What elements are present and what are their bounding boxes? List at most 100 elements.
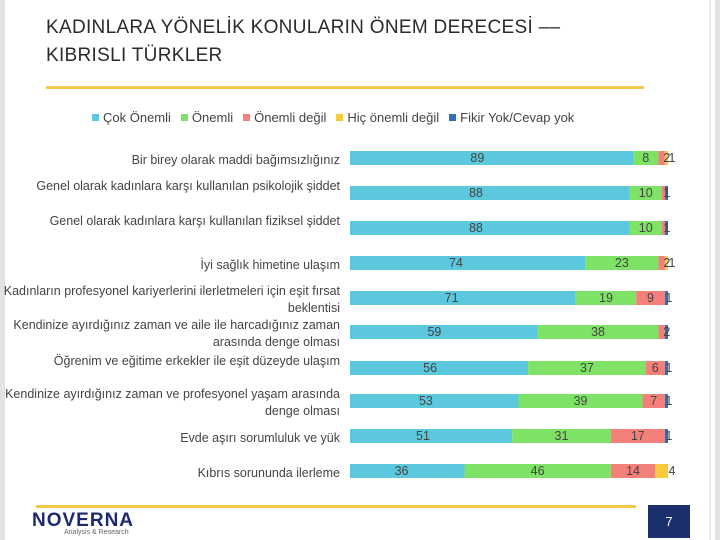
data-label-kariyer-esit-firsat-series-0: 71 — [444, 291, 459, 305]
legend-label: Çok Önemli — [103, 110, 171, 125]
bar-aile-zaman-denge-series-0 — [350, 325, 538, 339]
bar-psikolojik-siddet-series-0 — [350, 186, 630, 200]
data-label-psikolojik-siddet-series-1: 10 — [638, 186, 653, 200]
slide-title-line1: KADINLARA YÖNELİK KONULARIN ÖNEM DERECES… — [46, 17, 561, 38]
data-label-evde-sorumluluk-series-1: 31 — [554, 429, 569, 443]
legend-label: Önemli — [191, 110, 234, 125]
data-label-profesyonel-denge-series-2: 7 — [650, 394, 658, 408]
logo-text: NOVERNA — [32, 510, 135, 531]
bar-kibris-sorunu-series-2 — [610, 464, 656, 478]
bar-maddi-bagimsizlik-series-0 — [350, 151, 634, 165]
bar-maddi-bagimsizlik-series-3 — [664, 151, 668, 165]
data-label-egitim-esit-ulasim-series-2: 6 — [651, 361, 659, 375]
logo-subtitle: Analysis & Research — [64, 529, 129, 536]
data-label-kariyer-esit-firsat-series-3: 1 — [665, 291, 673, 305]
legend-item-cok-onemli: Çok Önemli — [92, 110, 171, 125]
legend-item-hic-onemli-degil: Hiç önemli değil — [336, 110, 439, 125]
legend-swatch — [243, 114, 251, 121]
category-label-maddi-bagimsizlik: Bir birey olarak maddi bağımsızlığınız — [131, 152, 340, 167]
category-label-profesyonel-denge: Kendinize ayırdığınız zaman ve profesyon… — [5, 387, 340, 418]
noverna-logo: NOVERNA — [32, 510, 134, 532]
bar-psikolojik-siddet-series-4 — [664, 186, 668, 200]
bar-saglik-hizmeti-series-3 — [664, 256, 668, 270]
bar-maddi-bagimsizlik-series-1 — [633, 151, 659, 165]
bar-egitim-esit-ulasim-series-2 — [645, 361, 665, 375]
title-underline — [46, 86, 644, 89]
data-label-profesyonel-denge-series-0: 53 — [418, 394, 433, 408]
bar-kariyer-esit-firsat-series-4 — [664, 291, 668, 305]
data-label-saglik-hizmeti-series-0: 74 — [448, 256, 463, 270]
data-label-profesyonel-denge-series-3: 1 — [665, 394, 673, 408]
bar-evde-sorumluluk-series-0 — [350, 429, 513, 443]
bar-psikolojik-siddet-series-2 — [661, 186, 665, 200]
bar-saglik-hizmeti-series-2 — [658, 256, 665, 270]
data-label-saglik-hizmeti-series-3: 1 — [668, 256, 676, 270]
data-label-fiziksel-siddet-series-0: 88 — [468, 221, 483, 235]
bar-evde-sorumluluk-series-1 — [512, 429, 611, 443]
bar-saglik-hizmeti-series-0 — [350, 256, 586, 270]
data-label-saglik-hizmeti-series-2: 2 — [663, 256, 671, 270]
data-label-kibris-sorunu-series-2: 14 — [626, 464, 640, 478]
legend-swatch — [336, 114, 344, 121]
data-label-fiziksel-siddet-series-1: 10 — [638, 221, 653, 235]
data-label-psikolojik-siddet-series-0: 88 — [468, 186, 483, 200]
category-label-egitim-esit-ulasim: Öğrenim ve eğitime erkekler ile eşit düz… — [53, 354, 340, 368]
bar-profesyonel-denge-series-1 — [518, 394, 643, 408]
bar-fiziksel-siddet-series-0 — [350, 221, 630, 235]
data-label-maddi-bagimsizlik-series-2: 2 — [663, 151, 671, 165]
bar-aile-zaman-denge-series-4 — [664, 325, 668, 339]
bar-kariyer-esit-firsat-series-0 — [350, 291, 576, 305]
data-label-maddi-bagimsizlik-series-1: 8 — [642, 151, 650, 165]
slide-frame-left — [0, 0, 5, 540]
page-number-text: 7 — [665, 514, 673, 529]
bar-profesyonel-denge-series-0 — [350, 394, 519, 408]
bar-egitim-esit-ulasim-series-4 — [664, 361, 668, 375]
data-label-profesyonel-denge-series-1: 39 — [573, 394, 588, 408]
bar-kariyer-esit-firsat-series-2 — [636, 291, 665, 305]
category-label-evde-sorumluluk: Evde aşırı sorumluluk ve yük — [180, 430, 340, 445]
slide-title-line2: KIBRISLI TÜRKLER — [46, 45, 223, 66]
data-label-kariyer-esit-firsat-series-2: 9 — [647, 291, 654, 305]
legend-swatch — [449, 114, 457, 121]
bar-kibris-sorunu-series-3 — [655, 464, 668, 478]
category-label-psikolojik-siddet: Genel olarak kadınlara karşı kullanılan … — [36, 179, 340, 193]
bar-kibris-sorunu-series-0 — [350, 464, 465, 478]
bar-aile-zaman-denge-series-1 — [537, 325, 659, 339]
data-label-evde-sorumluluk-series-2: 17 — [630, 429, 645, 443]
slide-frame-right-inner — [709, 0, 711, 540]
category-label-saglik-hizmeti: İyi sağlık himetine ulaşım — [200, 257, 340, 272]
data-label-kibris-sorunu-series-3: 4 — [668, 464, 676, 478]
data-label-evde-sorumluluk-series-3: 1 — [665, 429, 673, 443]
page-number: 7 — [648, 505, 690, 538]
data-label-egitim-esit-ulasim-series-3: 1 — [665, 361, 673, 375]
legend-item-fikir-yok: Fikir Yok/Cevap yok — [449, 110, 574, 125]
bar-fiziksel-siddet-series-4 — [664, 221, 668, 235]
data-label-egitim-esit-ulasim-series-0: 56 — [423, 361, 438, 375]
legend-item-onemli-degil: Önemli değil — [243, 110, 326, 125]
data-label-saglik-hizmeti-series-1: 23 — [614, 256, 629, 270]
chart-legend: Çok Önemli Önemli Önemli değil Hiç öneml… — [92, 110, 584, 125]
data-label-fiziksel-siddet-series-2: 1 — [663, 221, 671, 235]
data-label-psikolojik-siddet-series-2: 1 — [663, 186, 671, 200]
bar-saglik-hizmeti-series-1 — [585, 256, 659, 270]
category-label-fiziksel-siddet: Genel olarak kadınlara karşı kullanılan … — [49, 214, 340, 228]
bar-profesyonel-denge-series-2 — [642, 394, 665, 408]
bar-psikolojik-siddet-series-1 — [629, 186, 662, 200]
legend-label: Önemli değil — [254, 110, 327, 125]
category-label-aile-zaman-denge: Kendinize ayırdığınız zaman ve aile ile … — [13, 318, 340, 349]
bar-egitim-esit-ulasim-series-1 — [528, 361, 646, 375]
data-label-aile-zaman-denge-series-2: 2 — [663, 325, 671, 339]
bar-fiziksel-siddet-series-2 — [661, 221, 665, 235]
legend-item-onemli: Önemli — [180, 110, 234, 125]
data-label-evde-sorumluluk-series-0: 51 — [416, 429, 430, 443]
category-label-kibris-sorunu: Kıbrıs sorununda ilerleme — [197, 465, 340, 480]
data-label-maddi-bagimsizlik-series-0: 89 — [470, 151, 485, 165]
bar-evde-sorumluluk-series-4 — [664, 429, 668, 443]
legend-label: Hiç önemli değil — [347, 110, 440, 125]
bar-fiziksel-siddet-series-1 — [629, 221, 662, 235]
data-label-maddi-bagimsizlik-series-3: 1 — [668, 151, 676, 165]
bar-kariyer-esit-firsat-series-1 — [575, 291, 637, 305]
footer-line — [36, 505, 636, 508]
legend-label: Fikir Yok/Cevap yok — [460, 110, 575, 125]
